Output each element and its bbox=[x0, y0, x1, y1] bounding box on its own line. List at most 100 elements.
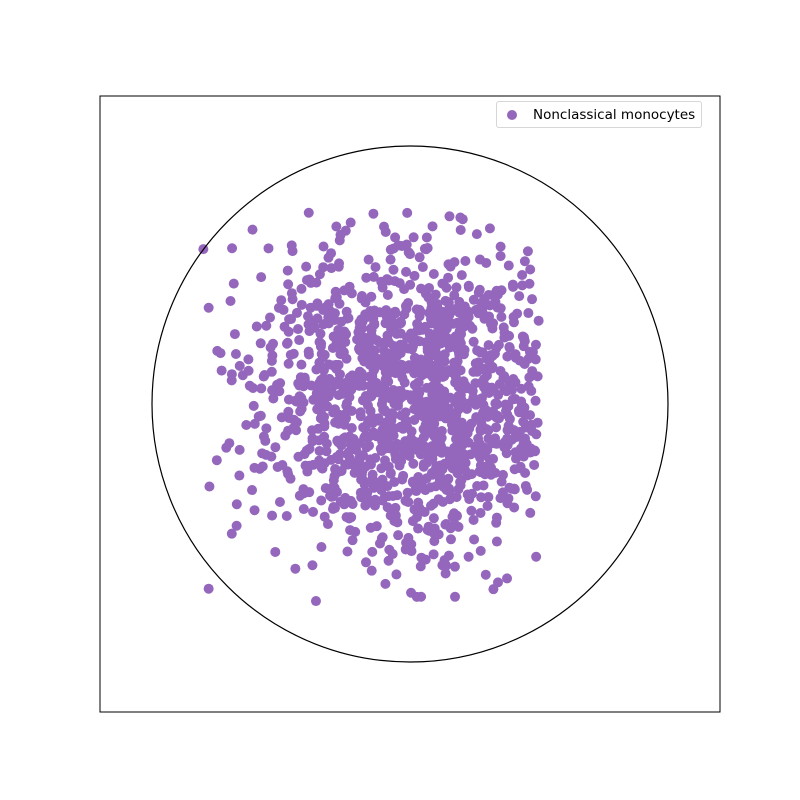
scatter-point bbox=[409, 404, 420, 415]
scatter-point bbox=[301, 275, 312, 286]
scatter-point bbox=[360, 422, 371, 433]
scatter-point bbox=[399, 309, 410, 320]
scatter-point bbox=[295, 406, 306, 417]
scatter-point bbox=[411, 390, 422, 401]
scatter-point bbox=[294, 490, 305, 501]
scatter-point bbox=[377, 495, 388, 506]
scatter-point bbox=[453, 453, 464, 464]
scatter-point bbox=[469, 534, 480, 545]
scatter-point bbox=[474, 466, 485, 477]
scatter-point bbox=[462, 398, 473, 409]
scatter-point bbox=[425, 482, 436, 493]
scatter-point bbox=[293, 451, 304, 462]
scatter-point bbox=[331, 221, 342, 232]
scatter-point bbox=[424, 328, 435, 339]
scatter-point bbox=[416, 591, 427, 602]
scatter-point bbox=[291, 307, 302, 318]
scatter-point bbox=[263, 243, 274, 254]
scatter-point bbox=[371, 521, 382, 532]
scatter-point bbox=[360, 430, 371, 441]
scatter-point bbox=[523, 308, 534, 319]
scatter-point bbox=[533, 315, 544, 326]
scatter-point bbox=[502, 573, 513, 584]
scatter-point bbox=[416, 480, 427, 491]
scatter-point bbox=[414, 252, 425, 263]
scatter-point bbox=[525, 507, 536, 518]
scatter-point bbox=[296, 283, 307, 294]
scatter-point bbox=[529, 445, 540, 456]
scatter-point bbox=[249, 505, 260, 516]
scatter-point bbox=[442, 296, 453, 307]
scatter-point bbox=[474, 364, 485, 375]
scatter-point bbox=[350, 461, 361, 472]
scatter-point bbox=[287, 294, 298, 305]
scatter-point bbox=[427, 308, 438, 319]
scatter-point bbox=[476, 492, 487, 503]
legend-label-nonclassical-monocytes: Nonclassical monocytes bbox=[533, 106, 696, 123]
scatter-point bbox=[203, 302, 214, 313]
scatter-point bbox=[336, 415, 347, 426]
scatter-point bbox=[532, 417, 543, 428]
scatter-point bbox=[491, 343, 502, 354]
scatter-point bbox=[531, 551, 542, 562]
scatter-point bbox=[291, 425, 302, 436]
scatter-point bbox=[523, 381, 534, 392]
scatter-point bbox=[434, 469, 445, 480]
scatter-point bbox=[272, 461, 283, 472]
scatter-point bbox=[353, 343, 364, 354]
scatter-point bbox=[504, 378, 515, 389]
scatter-point bbox=[366, 325, 377, 336]
scatter-point bbox=[382, 330, 393, 341]
scatter-point bbox=[527, 294, 538, 305]
scatter-point bbox=[363, 254, 374, 265]
scatter-point bbox=[380, 226, 391, 237]
scatter-point bbox=[478, 480, 489, 491]
scatter-point bbox=[268, 338, 279, 349]
scatter-point bbox=[456, 329, 467, 340]
scatter-point bbox=[203, 583, 214, 594]
scatter-point bbox=[455, 338, 466, 349]
scatter-point bbox=[338, 384, 349, 395]
scatter-point bbox=[376, 463, 387, 474]
scatter-point bbox=[234, 360, 245, 371]
scatter-point bbox=[480, 445, 491, 456]
scatter-point bbox=[231, 520, 242, 531]
scatter-point bbox=[389, 477, 400, 488]
scatter-point bbox=[328, 491, 339, 502]
scatter-point bbox=[347, 535, 358, 546]
scatter-point bbox=[276, 295, 287, 306]
scatter-point bbox=[455, 224, 466, 235]
scatter-point bbox=[399, 284, 410, 295]
scatter-point bbox=[491, 422, 502, 433]
scatter-point bbox=[244, 380, 255, 391]
scatter-point bbox=[248, 400, 259, 411]
scatter-point bbox=[304, 460, 315, 471]
scatter-point bbox=[516, 396, 527, 407]
scatter-point bbox=[428, 549, 439, 560]
scatter-point bbox=[398, 449, 409, 460]
scatter-point bbox=[303, 346, 314, 357]
scatter-point bbox=[270, 546, 281, 557]
scatter-point bbox=[329, 482, 340, 493]
scatter-point bbox=[261, 423, 272, 434]
scatter-point bbox=[484, 223, 495, 234]
scatter-point bbox=[319, 431, 330, 442]
scatter-point bbox=[283, 358, 294, 369]
scatter-point bbox=[271, 382, 282, 393]
scatter-point bbox=[522, 246, 533, 257]
scatter-point bbox=[281, 510, 292, 521]
scatter-point bbox=[344, 281, 355, 292]
scatter-point bbox=[258, 371, 269, 382]
scatter-point bbox=[304, 326, 315, 337]
scatter-point bbox=[230, 349, 241, 360]
scatter-point bbox=[286, 240, 297, 251]
scatter-point bbox=[502, 351, 513, 362]
scatter-point bbox=[318, 262, 329, 273]
scatter-point bbox=[312, 298, 323, 309]
scatter-point bbox=[444, 336, 455, 347]
scatter-point bbox=[234, 470, 245, 481]
scatter-point bbox=[492, 410, 503, 421]
scatter-point bbox=[321, 446, 332, 457]
scatter-point bbox=[234, 444, 245, 455]
scatter-point bbox=[247, 485, 258, 496]
